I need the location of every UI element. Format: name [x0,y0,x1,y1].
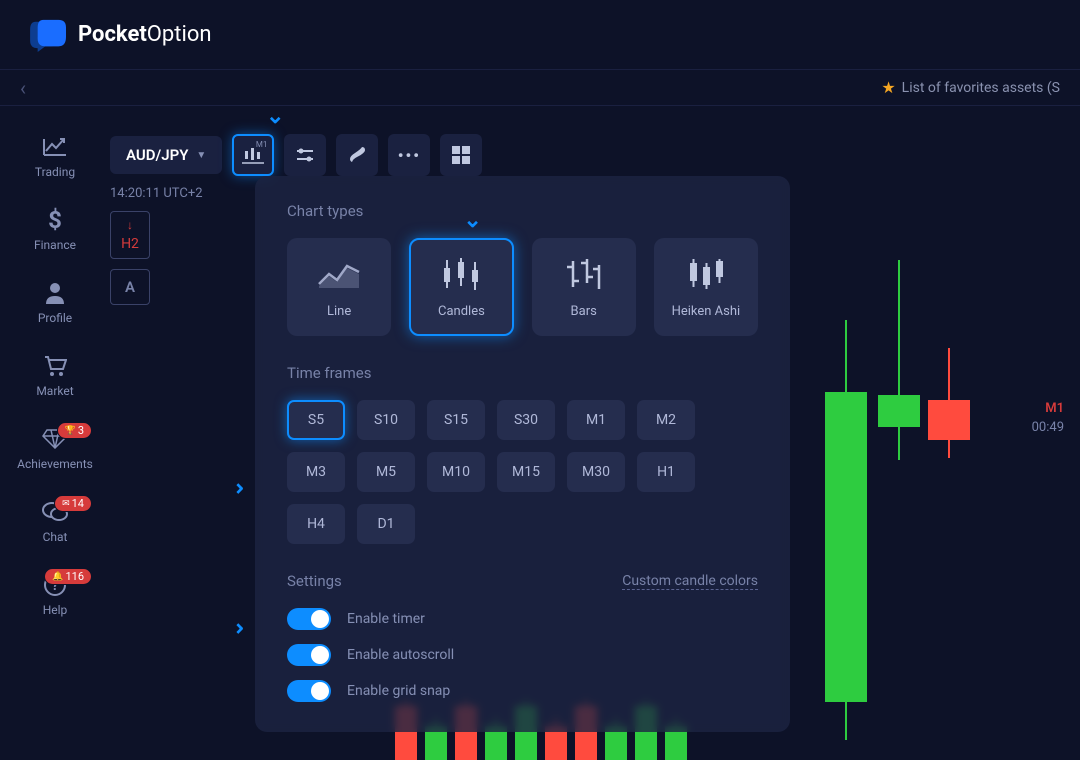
timeframe-s30[interactable]: S30 [497,400,555,440]
sidebar-item-market[interactable]: Market [0,353,110,398]
sidebar-item-label: Profile [38,311,72,325]
arrow-down-icon: ↓ [127,218,133,232]
caret-down-icon: ▼ [196,150,206,161]
sidebar-item-finance[interactable]: $ Finance [0,207,110,252]
timeframe-indicator: M1 [256,140,267,149]
timeframes-grid: S5 S10 S15 S30 M1 M2 M3 M5 M10 M15 M30 H1 H4 D1 [287,400,758,544]
timeframe-h4[interactable]: H4 [287,504,345,544]
sidebar-item-help[interactable]: ? Help 🔔116 [0,572,110,617]
timeframe-s5[interactable]: S5 [287,400,345,440]
brush-icon [347,145,367,165]
chart-types-title: Chart types [287,202,363,220]
settings-toggles: Enable timer Enable autoscroll Enable grid… [287,608,758,702]
sidebar-item-label: Market [36,384,73,398]
a-indicator[interactable]: A [110,269,150,305]
sidebar-item-label: Finance [34,238,76,252]
timeframe-m3[interactable]: M3 [287,452,345,492]
toggle-row: Enable timer [287,608,758,630]
timeframe-m15[interactable]: M15 [497,452,555,492]
cart-icon [43,353,67,379]
sidebar-item-chat[interactable]: Chat ✉14 [0,499,110,544]
chart-type-label: Bars [571,304,597,319]
heiken-ashi-icon [687,256,725,292]
toggle-enable-autoscroll[interactable] [287,644,331,666]
chevron-right-icon: ⌄ [224,479,249,497]
timeframe-m30[interactable]: M30 [567,452,625,492]
achievements-badge: 🏆3 [57,422,92,439]
chevron-down-icon: ⌄ [266,104,284,129]
chart-type-candles[interactable]: Candles [409,238,513,336]
timeframe-s15[interactable]: S15 [427,400,485,440]
toolbar: AUD/JPY ▼ M1 ••• [110,134,1080,176]
sliders-icon [295,148,315,162]
drawing-button[interactable] [336,134,378,176]
toggle-row: Enable autoscroll [287,644,758,666]
chart-type-heiken-ashi[interactable]: Heiken Ashi [654,238,758,336]
sidebar-item-label: Chat [43,530,68,544]
toggle-label: Enable grid snap [347,683,450,699]
sidebar-item-profile[interactable]: Profile [0,280,110,325]
chart-type-line[interactable]: Line [287,238,391,336]
sidebar-item-achievements[interactable]: Achievements 🏆3 [0,426,110,471]
chart-types-grid: Line Candles Bars Heiken Ashi [287,238,758,336]
help-badge: 🔔116 [44,568,92,585]
sidebar-item-trading[interactable]: Trading [0,134,110,179]
grid-icon [452,146,470,164]
toggle-row: Enable grid snap [287,680,758,702]
bars-icon [565,256,603,292]
chevron-down-icon: ⌄ [463,208,481,233]
h2-indicator[interactable]: ↓ H2 [110,211,150,259]
timeframe-m10[interactable]: M10 [427,452,485,492]
candles-icon [441,256,481,292]
trading-icon [42,134,68,160]
custom-colors-link[interactable]: Custom candle colors [622,573,758,590]
timeframe-m2[interactable]: M2 [637,400,695,440]
chart-type-bars[interactable]: Bars [532,238,636,336]
sidebar: Trading $ Finance Profile Market Achieve… [0,106,110,760]
timeframe-s10[interactable]: S10 [357,400,415,440]
toggle-enable-timer[interactable] [287,608,331,630]
profile-icon [45,280,65,306]
asset-selector[interactable]: AUD/JPY ▼ [110,136,222,174]
sidebar-item-label: Trading [35,165,75,179]
timeframe-d1[interactable]: D1 [357,504,415,544]
timeframes-title: Time frames [287,364,758,382]
more-button[interactable]: ••• [388,134,430,176]
line-icon [317,256,361,292]
settings-title: Settings [287,572,342,590]
chart-type-label: Heiken Ashi [672,304,741,319]
chat-badge: ✉14 [54,495,92,512]
asset-label: AUD/JPY [126,146,188,164]
chevron-right-icon: ⌄ [224,619,249,637]
layout-button[interactable] [440,134,482,176]
sidebar-item-label: Achievements [17,457,93,471]
chart-type-label: Candles [438,304,485,319]
more-icon: ••• [398,146,421,165]
toggle-label: Enable timer [347,611,425,627]
dollar-icon: $ [48,207,62,233]
sidebar-item-label: Help [43,603,68,617]
content-area: ⌄ AUD/JPY ▼ M1 ••• 14:20: [110,106,1080,760]
chart-type-button[interactable]: M1 [232,134,274,176]
indicators-button[interactable] [284,134,326,176]
chart-type-label: Line [327,304,351,319]
timestamp: 14:20:11 UTC+2 [110,186,203,201]
timeframe-m1[interactable]: M1 [567,400,625,440]
toggle-label: Enable autoscroll [347,647,454,663]
toggle-enable-grid-snap[interactable] [287,680,331,702]
timeframe-m5[interactable]: M5 [357,452,415,492]
info-column: 14:20:11 UTC+2 ↓ H2 A [110,186,203,305]
chart-settings-panel: Chart types ⌄ Line Candles Bars Heiken Ashi… [255,176,790,732]
timeframe-h1[interactable]: H1 [637,452,695,492]
